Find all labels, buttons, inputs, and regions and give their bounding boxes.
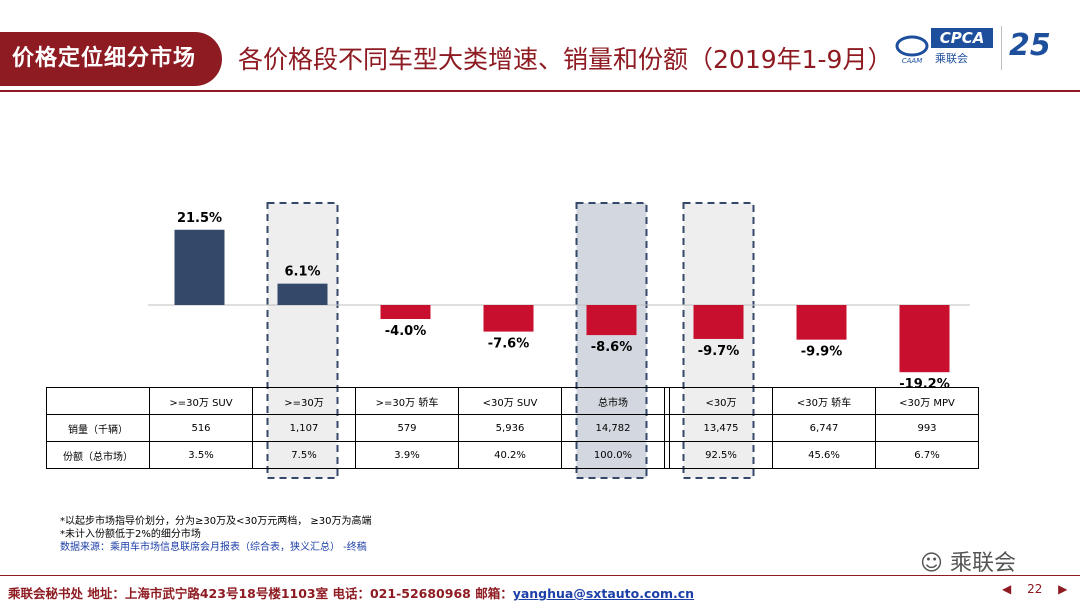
table-cell: 993 xyxy=(875,414,979,442)
page-number: 22 xyxy=(1027,582,1043,596)
page-title: 各价格段不同车型大类增速、销量和份额（2019年1-9月） xyxy=(238,45,893,74)
logo-divider xyxy=(1001,26,1002,70)
table-cell: 14,782 xyxy=(561,414,665,442)
data-label-5: -9.7% xyxy=(698,344,739,359)
prev-page-icon[interactable]: ◀ xyxy=(1002,582,1012,596)
table-row-label: 份额（总市场） xyxy=(46,441,150,469)
table-cell: 100.0% xyxy=(561,441,665,469)
table-cell: 516 xyxy=(149,414,253,442)
bar-2 xyxy=(380,305,431,319)
bar-5 xyxy=(693,305,744,339)
data-label-3: -7.6% xyxy=(488,337,529,352)
table-cell: 45.6% xyxy=(772,441,876,469)
footer-divider xyxy=(0,575,1080,576)
table-cell: 6,747 xyxy=(772,414,876,442)
table-cell: 1,107 xyxy=(252,414,356,442)
table-cell: 3.5% xyxy=(149,441,253,469)
footer-address: 乘联会秘书处 地址：上海市武宁路423号18号楼1103室 电话：021-526… xyxy=(8,586,513,601)
data-source: 数据来源：乘用车市场信息联席会月报表（综合表，狭义汇总） -终稿 xyxy=(60,542,367,553)
data-label-0: 21.5% xyxy=(177,211,222,226)
next-page-icon[interactable]: ▶ xyxy=(1058,582,1068,596)
footnote-2: *未计入份额低于2%的细分市场 xyxy=(60,529,201,540)
table-cell: 3.9% xyxy=(355,441,459,469)
table-header-cell: <30万 xyxy=(669,387,773,415)
table-corner-cell xyxy=(46,387,150,415)
bar-7 xyxy=(899,305,950,373)
table-cell: 6.7% xyxy=(875,441,979,469)
title-divider xyxy=(0,90,1080,92)
cpca-logo: CPCA xyxy=(931,28,993,48)
bar-3 xyxy=(483,305,534,332)
table-row-label: 销量（千辆） xyxy=(46,414,150,442)
wechat-icon: ☺ xyxy=(920,551,943,576)
table-row: 销量（千辆） 516 1,107 579 5,936 14,782 13,475… xyxy=(46,414,979,442)
table-header-cell: <30万 SUV xyxy=(458,387,562,415)
table-header-row: >=30万 SUV >=30万 >=30万 轿车 <30万 SUV 总市场 <3… xyxy=(46,387,979,415)
table-header-cell: 总市场 xyxy=(561,387,665,415)
footnotes: *以起步市场指导价划分，分为≥30万及<30万元两档， ≥30万为高端 *未计入… xyxy=(60,515,372,554)
data-label-2: -4.0% xyxy=(385,324,426,339)
data-table: >=30万 SUV >=30万 >=30万 轿车 <30万 SUV 总市场 <3… xyxy=(46,387,979,469)
table-cell: 92.5% xyxy=(669,441,773,469)
anniversary-logo: 25 xyxy=(1009,28,1051,63)
bar-4 xyxy=(586,305,637,336)
table-cell: 13,475 xyxy=(669,414,773,442)
caam-logo-icon: CAAM xyxy=(895,35,929,65)
logo-group: CAAM CPCA 乘联会 25 xyxy=(893,24,1077,72)
table-cell: 579 xyxy=(355,414,459,442)
table-cell: 40.2% xyxy=(458,441,562,469)
footer-email-link[interactable]: yanghua@sxtauto.com.cn xyxy=(512,586,695,601)
bar-6 xyxy=(796,305,847,340)
footnote-1: *以起步市场指导价划分，分为≥30万及<30万元两档， ≥30万为高端 xyxy=(60,516,372,527)
data-label-6: -9.9% xyxy=(801,345,842,360)
bar-1 xyxy=(277,283,328,305)
footer-contact: 乘联会秘书处 地址：上海市武宁路423号18号楼1103室 电话：021-526… xyxy=(8,583,694,602)
section-tag: 价格定位细分市场 xyxy=(0,32,222,86)
wechat-watermark: ☺ 乘联会 xyxy=(920,545,1016,577)
watermark-text: 乘联会 xyxy=(949,551,1016,576)
table-header-cell: <30万 轿车 xyxy=(772,387,876,415)
table-header-cell: >=30万 SUV xyxy=(149,387,253,415)
data-label-4: -8.6% xyxy=(591,340,632,355)
table-row: 份额（总市场） 3.5% 7.5% 3.9% 40.2% 100.0% 92.5… xyxy=(46,441,979,469)
table-cell: 7.5% xyxy=(252,441,356,469)
table-cell: 5,936 xyxy=(458,414,562,442)
pager: ◀ 22 ▶ xyxy=(996,582,1073,596)
table-header-cell: <30万 MPV xyxy=(875,387,979,415)
bar-0 xyxy=(174,229,225,305)
table-header-cell: >=30万 轿车 xyxy=(355,387,459,415)
caam-logo-text: CAAM xyxy=(902,57,923,65)
cpca-logo-cn: 乘联会 xyxy=(935,52,968,65)
table-header-cell: >=30万 xyxy=(252,387,356,415)
data-label-1: 6.1% xyxy=(284,265,320,280)
